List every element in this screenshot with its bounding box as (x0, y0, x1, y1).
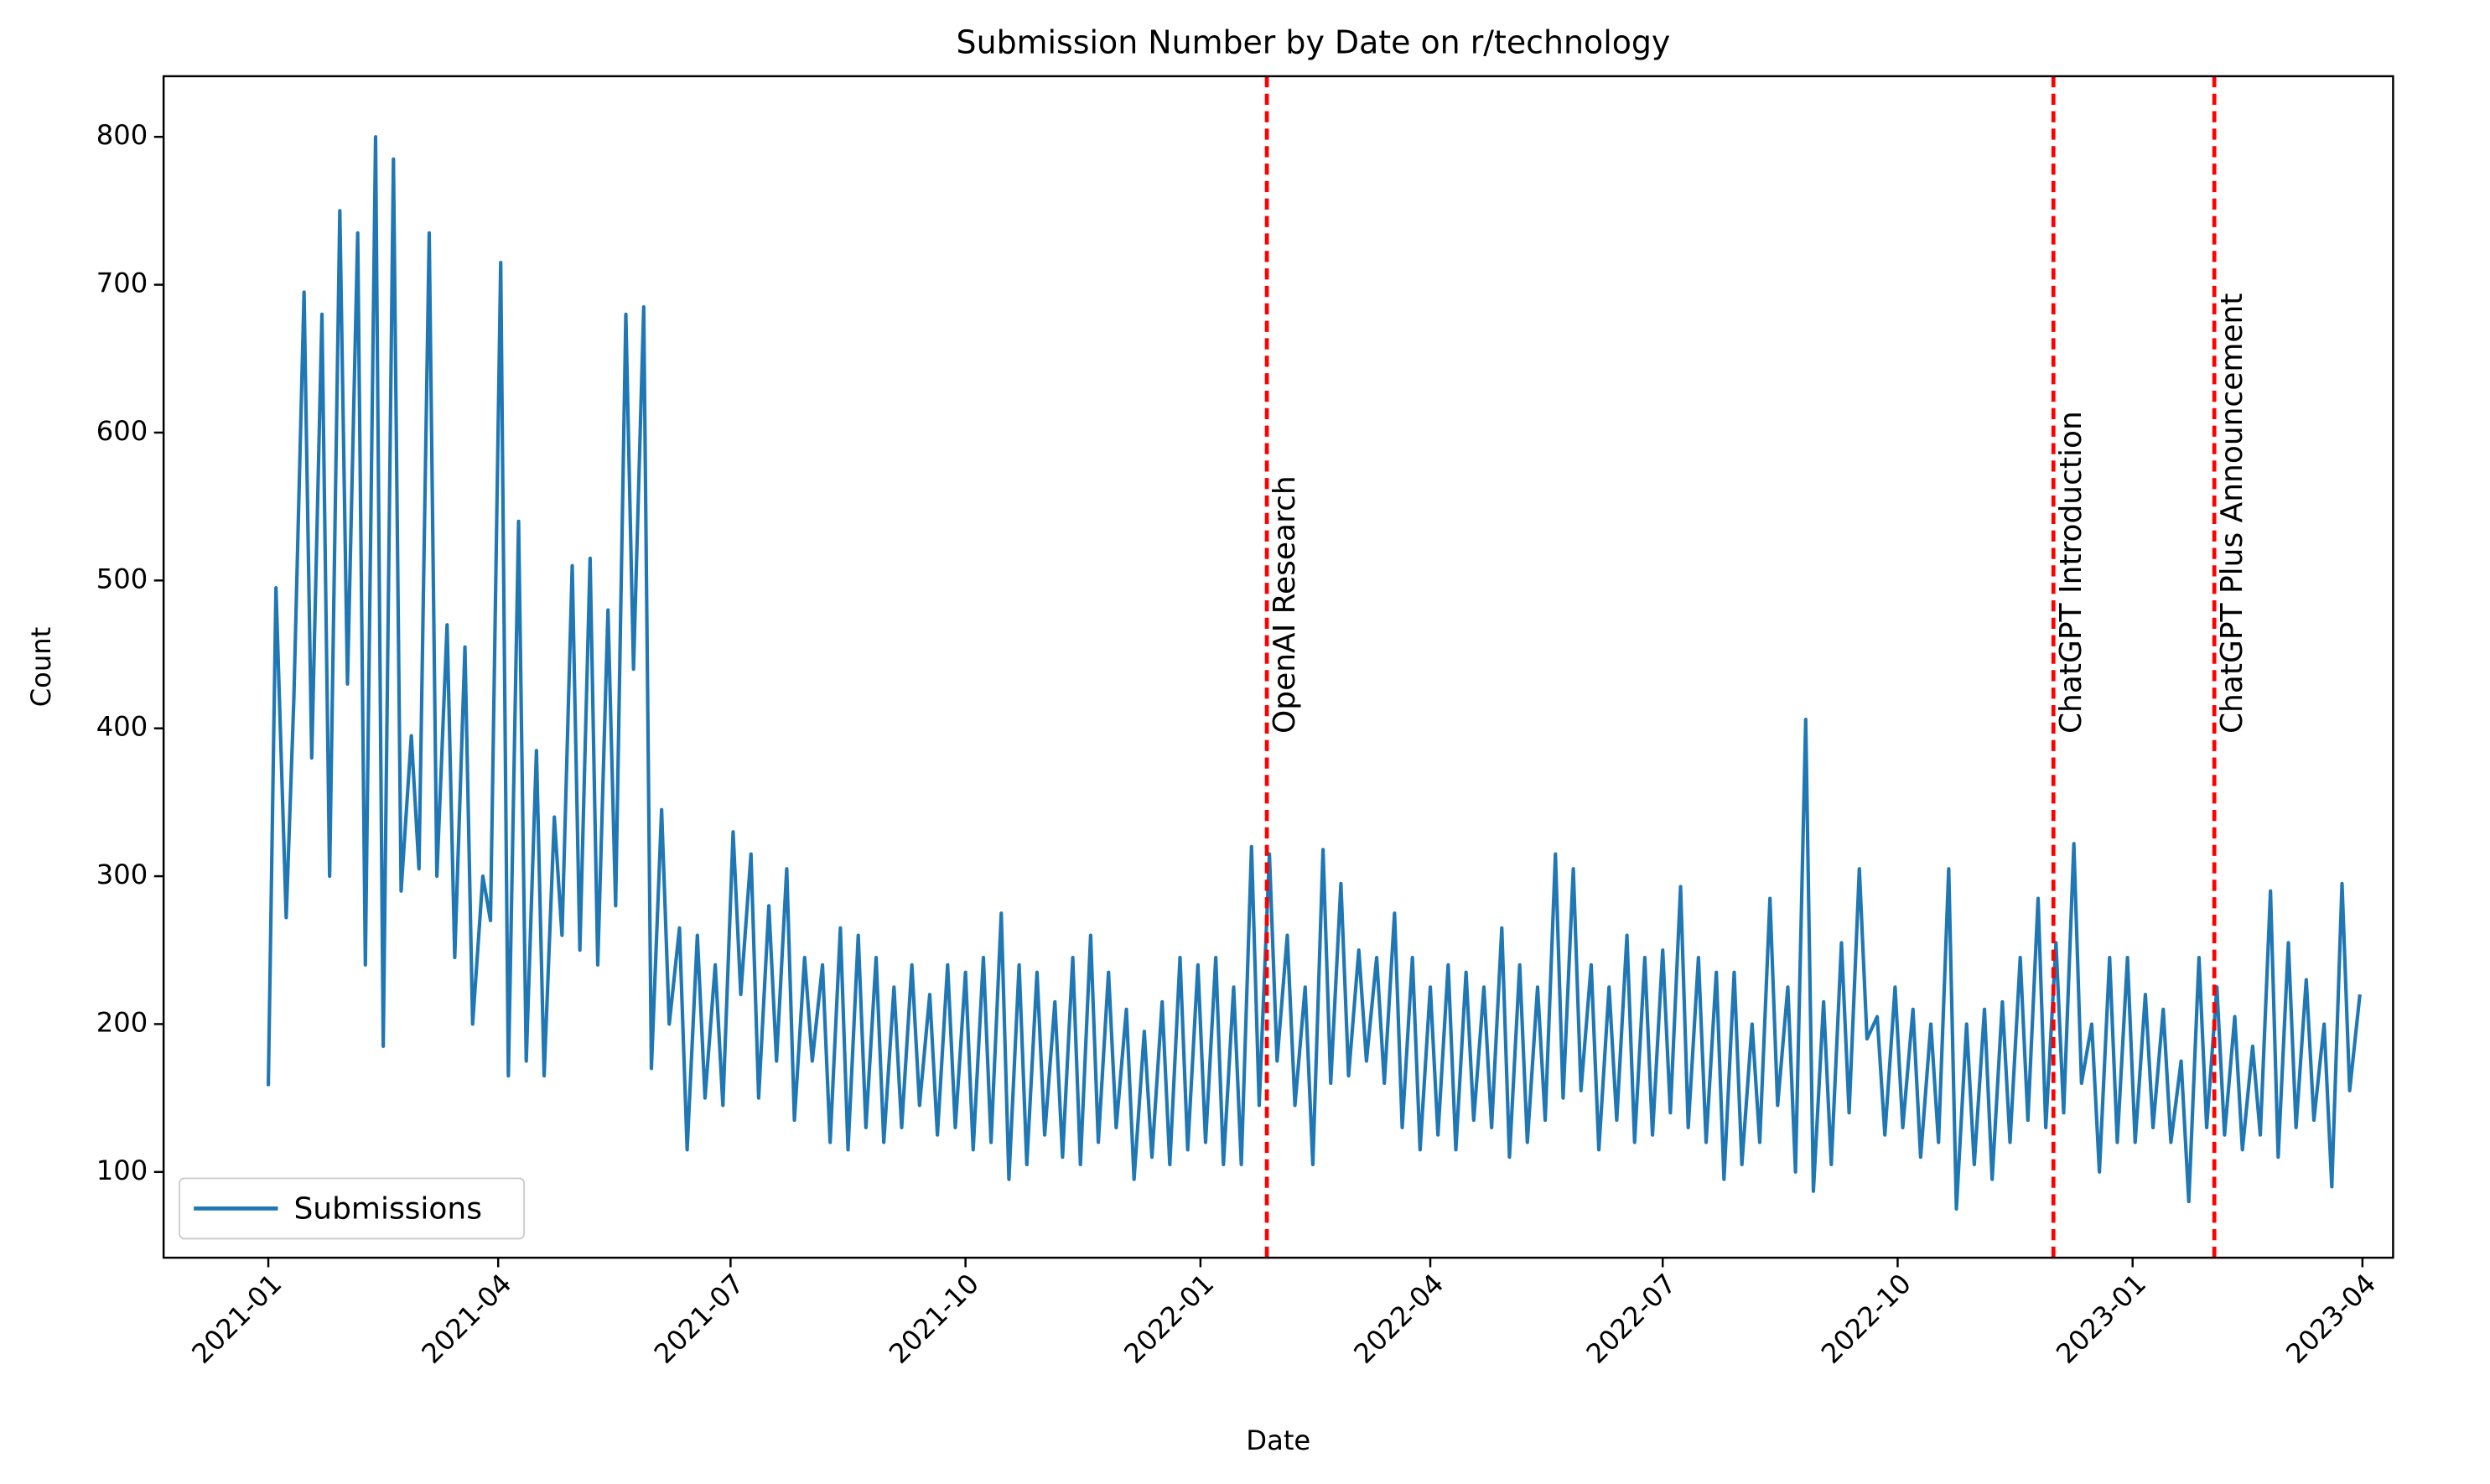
y-tick-label: 100 (96, 1155, 148, 1186)
annotation-label: ChatGPT Introduction (2054, 411, 2088, 734)
x-tick-label: 2022-10 (1815, 1268, 1917, 1370)
x-tick-label: 2022-04 (1347, 1268, 1450, 1370)
x-tick-label: 2021-04 (416, 1268, 518, 1370)
annotation-label: ChatGPT Plus Announcement (2215, 293, 2249, 734)
chart-title: Submission Number by Date on r/technolog… (957, 24, 1671, 61)
x-tick-label: 2022-07 (1580, 1268, 1683, 1370)
y-axis-label: Count (25, 627, 57, 708)
y-tick-label: 300 (96, 859, 148, 890)
x-tick-label: 2021-01 (185, 1268, 288, 1370)
x-tick-label: 2022-01 (1118, 1268, 1220, 1370)
x-tick-label: 2023-01 (2050, 1268, 2152, 1370)
annotation-label: OpenAI Research (1268, 475, 1302, 734)
y-tick-label: 600 (96, 415, 148, 447)
y-tick-label: 700 (96, 267, 148, 299)
plot-frame (162, 75, 2394, 1259)
y-tick-label: 200 (96, 1006, 148, 1038)
y-tick-label: 400 (96, 711, 148, 743)
x-tick-label: 2023-04 (2280, 1268, 2382, 1370)
legend-label: Submissions (293, 1191, 482, 1226)
x-axis-label: Date (1246, 1424, 1310, 1456)
legend-box (179, 1177, 526, 1240)
x-tick-label: 2021-10 (883, 1268, 985, 1370)
x-tick-label: 2021-07 (648, 1268, 750, 1370)
y-tick-label: 500 (96, 563, 148, 594)
data-line (266, 135, 2362, 1211)
y-tick-label: 800 (96, 119, 148, 151)
